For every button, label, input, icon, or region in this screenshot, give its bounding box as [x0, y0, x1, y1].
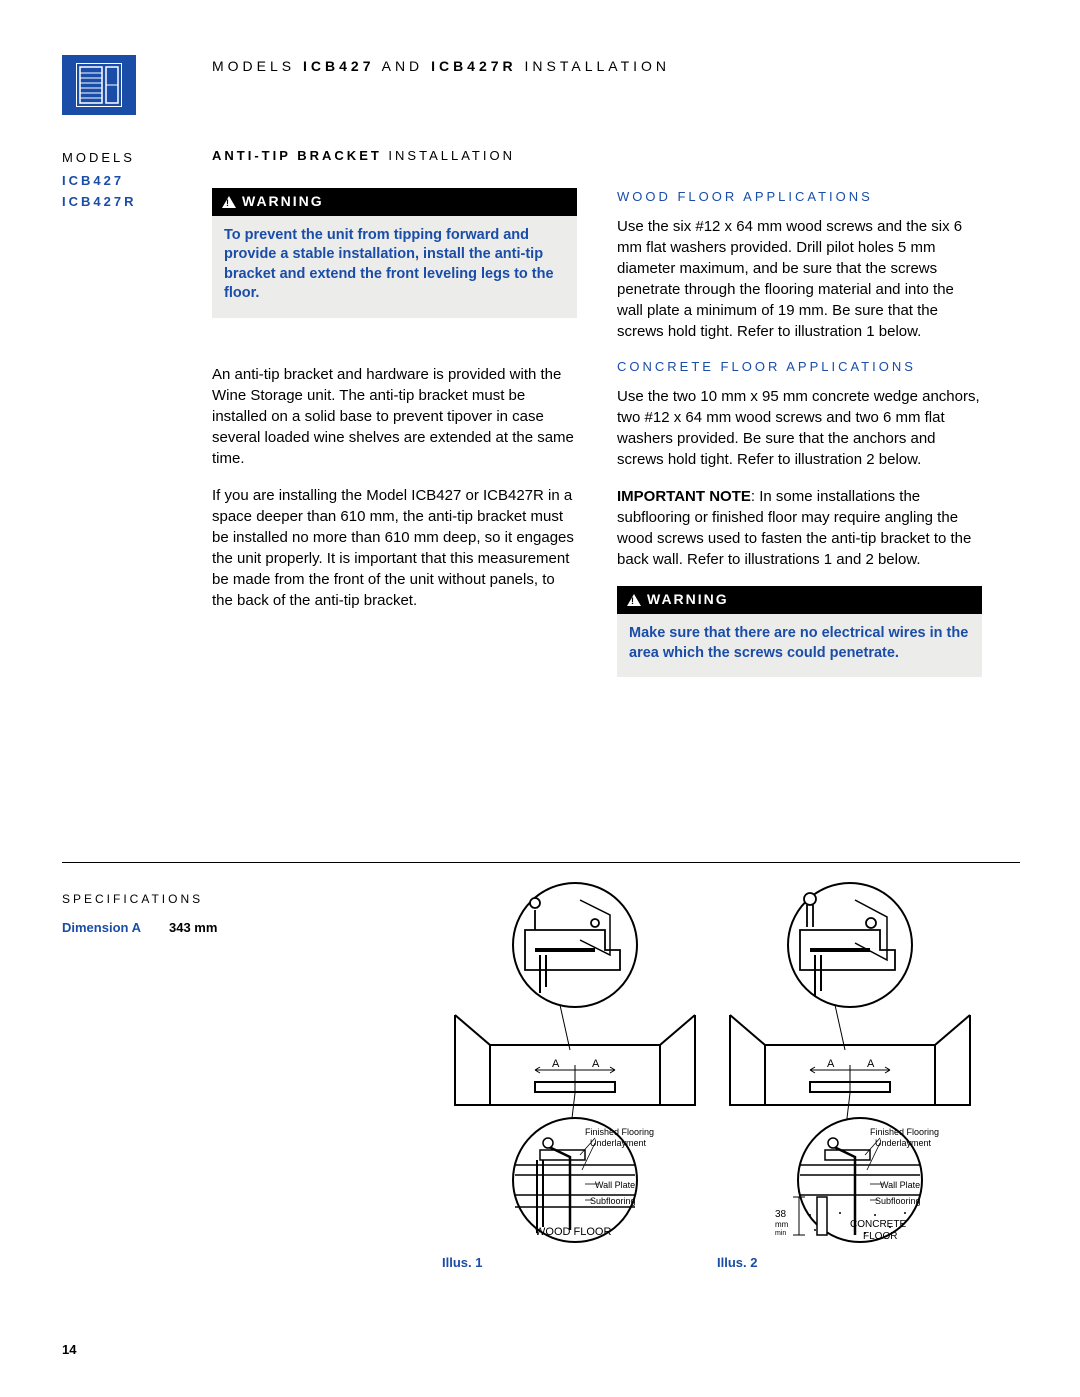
- horizontal-divider: [62, 862, 1020, 863]
- label-subfloor-1: Subflooring: [590, 1196, 636, 1206]
- label-concrete: CONCRETE: [850, 1219, 906, 1230]
- header-prefix: MODELS: [212, 58, 303, 74]
- warning-title-2: WARNING: [647, 590, 729, 610]
- warning-body-2: Make sure that there are no electrical w…: [617, 614, 982, 677]
- label-floor: FLOOR: [863, 1231, 897, 1242]
- section-title: ANTI-TIP BRACKET INSTALLATION: [212, 148, 515, 163]
- warning-header-2: WARNING: [617, 586, 982, 614]
- warning-box-1: WARNING To prevent the unit from tipping…: [212, 188, 577, 318]
- warning-title-1: WARNING: [242, 192, 324, 212]
- header-model2: ICB427R: [431, 58, 517, 74]
- section-title-rest: INSTALLATION: [382, 148, 515, 163]
- illustration-2: A A: [715, 875, 985, 1255]
- dim-min: min: [775, 1230, 786, 1237]
- dim-mm: mm: [775, 1220, 789, 1229]
- illustrations: A A Finished Flooring Und: [440, 875, 985, 1295]
- spec-label: Dimension A: [62, 920, 141, 935]
- para-important: IMPORTANT NOTE: In some installations th…: [617, 486, 982, 570]
- label-finished-2: Finished Flooring: [870, 1127, 939, 1137]
- warning-icon: [627, 594, 641, 606]
- sidebar-label: MODELS: [62, 148, 182, 169]
- header-mid: AND: [374, 58, 431, 74]
- label-wallplate-1: Wall Plate: [595, 1180, 635, 1190]
- para-antitip-1: An anti-tip bracket and hardware is prov…: [212, 364, 577, 469]
- header-suffix: INSTALLATION: [517, 58, 670, 74]
- specifications: SPECIFICATIONS Dimension A 343 mm: [62, 892, 217, 935]
- label-woodfloor: WOOD FLOOR: [535, 1226, 611, 1238]
- illustration-1: A A Finished Flooring Und: [440, 875, 710, 1255]
- illus-caption-1: Illus. 1: [442, 1255, 482, 1270]
- label-finished-1: Finished Flooring: [585, 1127, 654, 1137]
- model-sidebar: MODELS ICB427 ICB427R: [62, 148, 182, 212]
- label-underlay-1: Underlayment: [590, 1138, 647, 1148]
- warning-icon: [222, 196, 236, 208]
- label-subfloor-2: Subflooring: [875, 1196, 921, 1206]
- section-title-bold: ANTI-TIP BRACKET: [212, 148, 382, 163]
- spec-title: SPECIFICATIONS: [62, 892, 217, 906]
- warning-header-1: WARNING: [212, 188, 577, 216]
- para-wood: Use the six #12 x 64 mm wood screws and …: [617, 216, 982, 342]
- spec-value: 343 mm: [169, 920, 217, 935]
- important-label: IMPORTANT NOTE: [617, 488, 751, 505]
- dim-38: 38: [775, 1209, 787, 1220]
- page-number: 14: [62, 1342, 76, 1357]
- brand-logo: [62, 55, 136, 115]
- right-column: WOOD FLOOR APPLICATIONS Use the six #12 …: [617, 188, 982, 695]
- dim-a-left-2: A: [827, 1058, 835, 1070]
- heading-wood: WOOD FLOOR APPLICATIONS: [617, 188, 982, 206]
- header-model1: ICB427: [303, 58, 374, 74]
- page-header: MODELS ICB427 AND ICB427R INSTALLATION: [212, 58, 670, 74]
- para-antitip-2: If you are installing the Model ICB427 o…: [212, 485, 577, 611]
- para-concrete: Use the two 10 mm x 95 mm concrete wedge…: [617, 386, 982, 470]
- dim-a-right-2: A: [867, 1058, 875, 1070]
- label-wallplate-2: Wall Plate: [880, 1180, 920, 1190]
- sidebar-model-1: ICB427: [62, 171, 182, 192]
- warning-box-2: WARNING Make sure that there are no elec…: [617, 586, 982, 677]
- dim-a-right: A: [592, 1058, 600, 1070]
- illus-caption-2: Illus. 2: [717, 1255, 757, 1270]
- warning-body-1: To prevent the unit from tipping forward…: [212, 216, 577, 318]
- heading-concrete: CONCRETE FLOOR APPLICATIONS: [617, 358, 982, 376]
- dim-a-left: A: [552, 1058, 560, 1070]
- left-column: WARNING To prevent the unit from tipping…: [212, 188, 577, 695]
- label-underlay-2: Underlayment: [875, 1138, 932, 1148]
- sidebar-model-2: ICB427R: [62, 192, 182, 213]
